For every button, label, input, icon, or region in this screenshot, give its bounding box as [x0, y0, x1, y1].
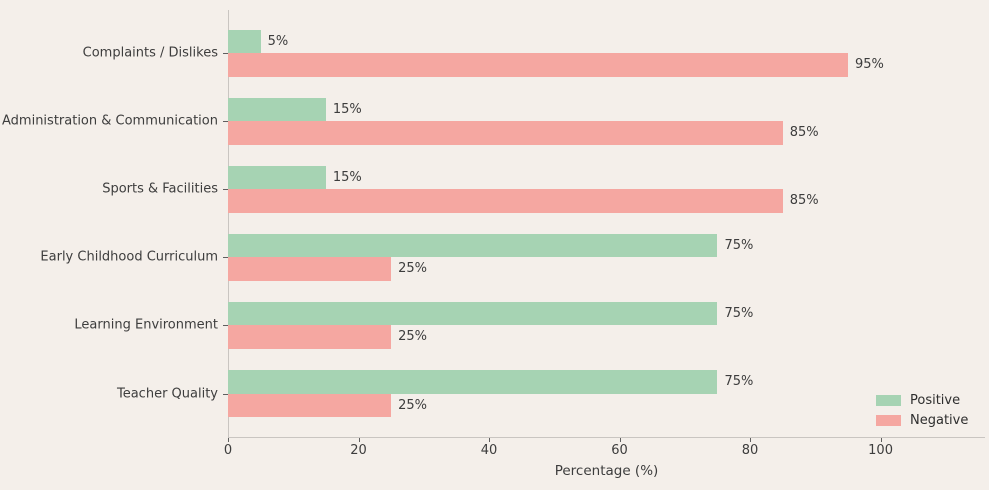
legend-swatch-positive: [876, 394, 901, 406]
x-tick-label: 80: [741, 443, 759, 458]
bar-negative: [228, 53, 848, 77]
bar-value-label: 15%: [332, 101, 362, 117]
bar-positive: [228, 29, 261, 53]
y-tick-mark: [223, 325, 228, 327]
bar-value-label: 75%: [724, 237, 754, 253]
x-tick-label: 60: [611, 443, 628, 458]
x-tick-label: 0: [223, 443, 233, 458]
bar-value-label: 85%: [789, 125, 819, 141]
bar-value-label: 15%: [332, 169, 362, 185]
y-axis-line: [228, 10, 229, 437]
y-tick-mark: [223, 121, 228, 123]
bar-value-label: 25%: [398, 261, 428, 277]
plot-area: 5% 95% 15% 85% 15% 85% 75% 25% 75% 25% 75% 25% Posi…: [228, 10, 985, 438]
y-tick-label: Learning Environment: [74, 317, 218, 333]
bar-value-label: 25%: [398, 397, 428, 413]
bar-negative: [228, 393, 392, 417]
bar-value-label: 25%: [398, 329, 428, 345]
legend-label-negative: Negative: [910, 412, 969, 428]
y-tick-label: Teacher Quality: [116, 386, 218, 401]
y-tick-label: Administration & Communication: [2, 113, 218, 129]
x-axis-line: [228, 437, 985, 438]
y-tick-label: Sports & Facilities: [102, 181, 218, 197]
bar-value-label: 85%: [789, 193, 819, 209]
x-tick-mark: [619, 438, 621, 442]
x-tick-label: 20: [350, 443, 367, 458]
x-tick-mark: [358, 438, 360, 442]
bar-value-label: 75%: [724, 305, 754, 321]
bar-value-label: 75%: [724, 374, 754, 389]
x-tick-mark: [228, 438, 229, 442]
bar-positive: [228, 97, 326, 122]
x-tick-mark: [750, 438, 752, 442]
bar-value-label: 95%: [854, 57, 884, 72]
y-tick-mark: [223, 189, 228, 191]
bar-negative: [228, 189, 783, 213]
bar-positive: [228, 165, 326, 190]
bar-value-label: 5%: [267, 33, 289, 49]
legend: Positive Negative: [876, 390, 968, 430]
y-tick-label: Early Childhood Curriculum: [40, 249, 218, 265]
y-tick-mark: [223, 53, 228, 54]
bar-negative: [228, 121, 783, 145]
x-tick-mark: [880, 438, 882, 442]
bar-positive: [228, 370, 718, 394]
bar-positive: [228, 233, 718, 258]
legend-swatch-negative: [876, 414, 901, 426]
x-tick-mark: [489, 438, 491, 442]
x-tick-label: 100: [868, 443, 893, 458]
bar-positive: [228, 301, 718, 326]
bar-negative: [228, 257, 392, 281]
x-tick-label: 40: [480, 443, 498, 458]
legend-item-negative: Negative: [876, 410, 968, 430]
y-tick-mark: [223, 257, 228, 259]
bar-negative: [228, 325, 392, 349]
y-tick-mark: [223, 393, 228, 395]
x-axis-title: Percentage (%): [554, 463, 659, 479]
legend-label-positive: Positive: [910, 392, 961, 408]
y-tick-label: Complaints / Dislikes: [82, 45, 218, 61]
legend-item-positive: Positive: [876, 390, 968, 410]
